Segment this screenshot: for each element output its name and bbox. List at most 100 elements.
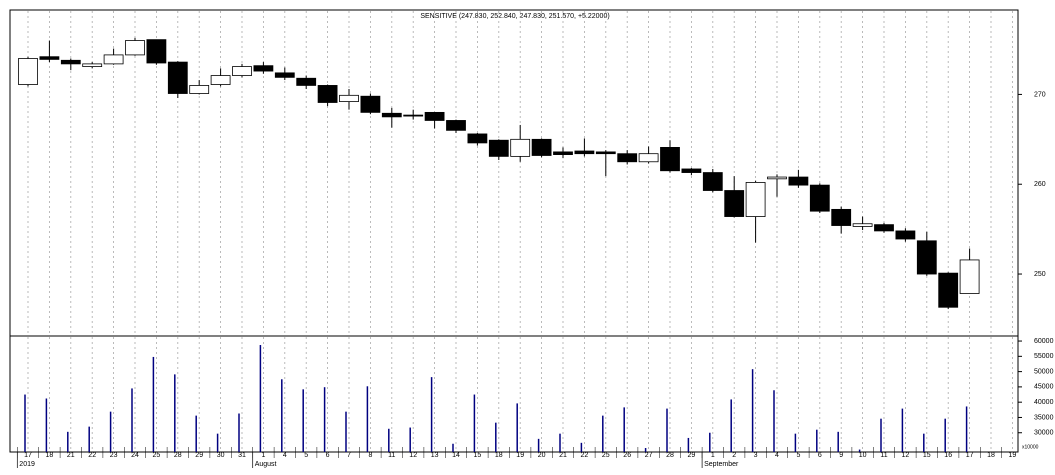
x-tick-label: 28 [174,452,182,459]
x-tick-label: 25 [153,452,161,459]
candle-body [296,77,317,86]
y-tick-label: 35000 [1034,414,1054,421]
x-tick-label: 16 [944,452,952,459]
x-tick-label: 20 [538,452,546,459]
x-tick-label: 12 [902,452,910,459]
candle-body [381,112,402,118]
x-tick-label: 29 [688,452,696,459]
candle-body [232,66,252,76]
candle-body [553,151,573,155]
candle-body [274,72,295,78]
x-tick-label: 26 [623,452,631,459]
x-tick-label: 9 [839,452,843,459]
x-tick-label: 15 [923,452,931,459]
x-tick-label: 6 [326,452,330,459]
x-tick-label: 1 [711,452,715,459]
candle-body [167,61,188,94]
candle-body [403,114,424,117]
x-tick-label: 15 [474,452,482,459]
y-tick-label: 55000 [1034,353,1054,360]
y-tick-label: 270 [1034,91,1046,98]
x-tick-label: 4 [775,452,779,459]
candle-body [339,94,359,103]
x-tick-label: 1 [261,452,265,459]
candle-body [103,54,124,65]
x-tick-label: 14 [452,452,460,459]
candle-body [638,153,659,163]
candle-body [938,272,959,308]
candle-body [510,138,531,157]
x-tick-label: 5 [304,452,308,459]
x-tick-label: 17 [24,452,32,459]
x-tick-label: 25 [602,452,610,459]
frame [9,9,1019,453]
y-tick-label: 45000 [1034,384,1054,391]
x-tick-label: 10 [859,452,867,459]
candle-body [895,230,916,240]
candle-body [916,240,937,275]
candle-body [767,176,787,180]
candle-body [660,147,680,172]
candle-body [852,223,873,227]
x-tick-label: 19 [1009,452,1017,459]
x-tick-label: 7 [347,452,351,459]
candle-body [874,224,894,232]
x-tick-label: 12 [409,452,417,459]
x-tick-label: 2 [732,452,736,459]
x-tick-label: 24 [131,452,139,459]
x-tick-label: 4 [283,452,287,459]
candle-body [531,138,552,156]
x-tick-label: 11 [880,452,887,459]
y-tick-label: 40000 [1034,399,1054,406]
x-tick-label: 27 [645,452,653,459]
x-tick-label: 29 [195,452,203,459]
candle-body [809,184,830,212]
candle-body [424,111,445,121]
candle-body [60,59,81,65]
x-tick-label: 6 [818,452,822,459]
y-tick-label: 260 [1034,181,1046,188]
candle-body [959,259,980,294]
candle-body [788,176,809,186]
x-tick-label: 18 [987,452,995,459]
candle-body [574,150,595,155]
candle-body [18,58,38,85]
annotation: x10000 [1022,444,1039,450]
candle-body [360,95,381,113]
candle-body [831,208,852,226]
candle-body [681,168,702,173]
candle-body [189,85,210,94]
x-tick-label: 28 [666,452,674,459]
candle-body [39,56,60,60]
x-tick-label: 18 [46,452,54,459]
x-tick-label: 3 [754,452,758,459]
x-tick-label: 8 [368,452,372,459]
candle-body [745,182,766,217]
y-tick-label: 50000 [1034,368,1054,375]
candle-body [488,139,509,157]
candle-body [125,40,145,56]
x-tick-label: 5 [796,452,800,459]
group-label: August [255,461,277,468]
candle-body [317,85,338,103]
x-tick-label: 21 [67,452,75,459]
group-label: September [704,461,739,468]
x-tick-label: 30 [217,452,225,459]
x-tick-label: 22 [581,452,589,459]
x-tick-label: 31 [238,452,246,459]
candle-body [82,63,103,67]
x-tick-label: 13 [431,452,439,459]
group-label: 2019 [19,461,35,468]
x-tick-label: 18 [495,452,503,459]
y-tick-label: 250 [1034,271,1046,278]
x-tick-label: 21 [559,452,567,459]
y-tick-label: 30000 [1034,430,1054,437]
candle-body [617,153,638,163]
x-tick-label: 11 [388,452,395,459]
chart-title: SENSITIVE (247.830, 252.840, 247.830, 25… [420,13,609,20]
candle-body [210,75,231,85]
candle-body [446,120,466,131]
y-tick-label: 60000 [1034,338,1054,345]
candle-body [595,151,616,155]
